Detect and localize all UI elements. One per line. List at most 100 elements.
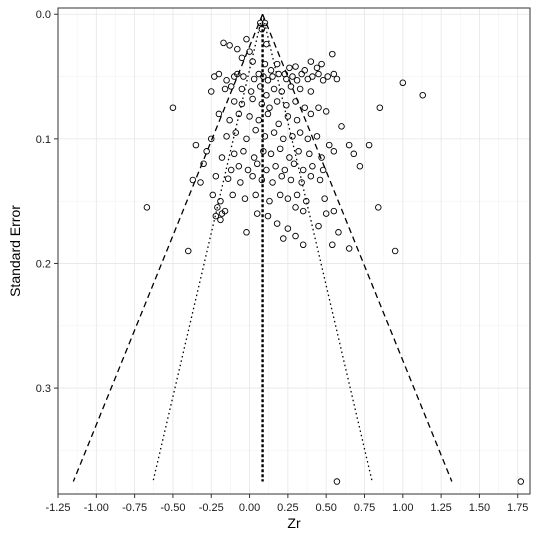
study-point [269,73,276,80]
study-point [299,166,307,174]
study-point [278,172,285,180]
study-point [263,40,270,48]
study-point [223,77,230,84]
study-point [230,98,238,105]
study-point [276,145,284,153]
x-tick-label: -1.00 [84,502,109,514]
study-point [391,247,399,255]
x-tick-label: 0.00 [239,502,260,514]
x-axis-title: Zr [287,515,301,531]
study-point [197,179,204,186]
study-point [292,98,299,105]
y-axis-title: Standard Error [7,205,23,297]
study-point [258,176,266,184]
study-point [289,73,296,80]
y-tick-label: 0.2 [36,258,51,270]
reference-line-ci95-right [261,13,453,482]
study-point [299,207,307,215]
study-point [241,195,249,202]
study-point [270,85,278,93]
study-point [185,247,192,255]
study-point [235,110,243,118]
study-point [325,141,333,149]
study-point [283,101,290,109]
study-point [249,172,256,180]
x-tick-label: -1.25 [45,502,70,514]
study-point [238,100,246,108]
reference-line-inner-left [152,14,264,482]
study-point [253,160,261,168]
x-tick-label: -0.75 [122,502,147,514]
study-point [263,91,270,99]
study-point [234,70,241,78]
study-point [240,73,247,80]
study-point [309,73,316,80]
gridlines [57,8,530,494]
study-point [283,75,290,83]
study-point [316,176,324,184]
study-point [318,154,325,161]
study-point [269,179,276,186]
study-point [212,212,220,220]
study-point [227,166,235,174]
study-point [226,42,233,49]
study-point [247,88,255,95]
study-point [319,77,327,84]
study-point [307,58,315,65]
study-point [296,85,304,93]
study-point [226,116,233,124]
study-point [220,39,227,47]
study-point [292,204,299,211]
study-point [214,204,221,211]
study-point [307,172,315,180]
study-point [365,141,373,149]
study-point [207,135,215,143]
study-point [275,120,282,128]
study-point [255,116,263,124]
study-point [301,104,308,111]
study-point [273,60,281,68]
study-point [257,19,264,27]
study-point [266,197,273,205]
study-point [298,70,305,78]
study-point [217,216,224,224]
study-point [315,222,322,230]
study-point [290,160,298,168]
study-point [238,54,246,62]
y-tick-label: 0.1 [36,134,51,146]
x-tick-label: -0.25 [199,502,224,514]
funnel-reference-lines [72,13,453,482]
study-point [324,73,331,80]
study-point [252,126,259,134]
study-point [329,241,336,249]
study-point [309,163,316,170]
reference-line-ci95-left [72,13,264,482]
study-point [315,70,322,78]
study-point [292,63,299,70]
study-point [299,241,307,249]
study-point [286,64,293,72]
x-axis-ticks: -1.25 -1.00 -0.75 -0.50 -0.25 0.00 0.25 0.50 0.7… [45,494,528,514]
study-point [307,110,315,118]
study-point [345,245,353,252]
x-tick-label: 0.25 [277,502,298,514]
study-point [261,60,269,68]
study-point [246,113,253,120]
study-point [292,232,299,240]
study-point [275,70,282,78]
study-point [249,95,256,103]
study-point [257,83,264,90]
y-tick-label: 0.3 [36,383,51,395]
study-point [209,191,217,199]
study-point [240,148,247,155]
study-point [330,70,338,78]
study-point [333,478,341,485]
study-point [217,197,224,205]
study-point [258,25,266,33]
x-tick-label: -0.50 [160,502,185,514]
study-point [280,235,287,242]
study-point [322,210,330,217]
study-point [296,129,304,136]
study-point [315,104,322,111]
